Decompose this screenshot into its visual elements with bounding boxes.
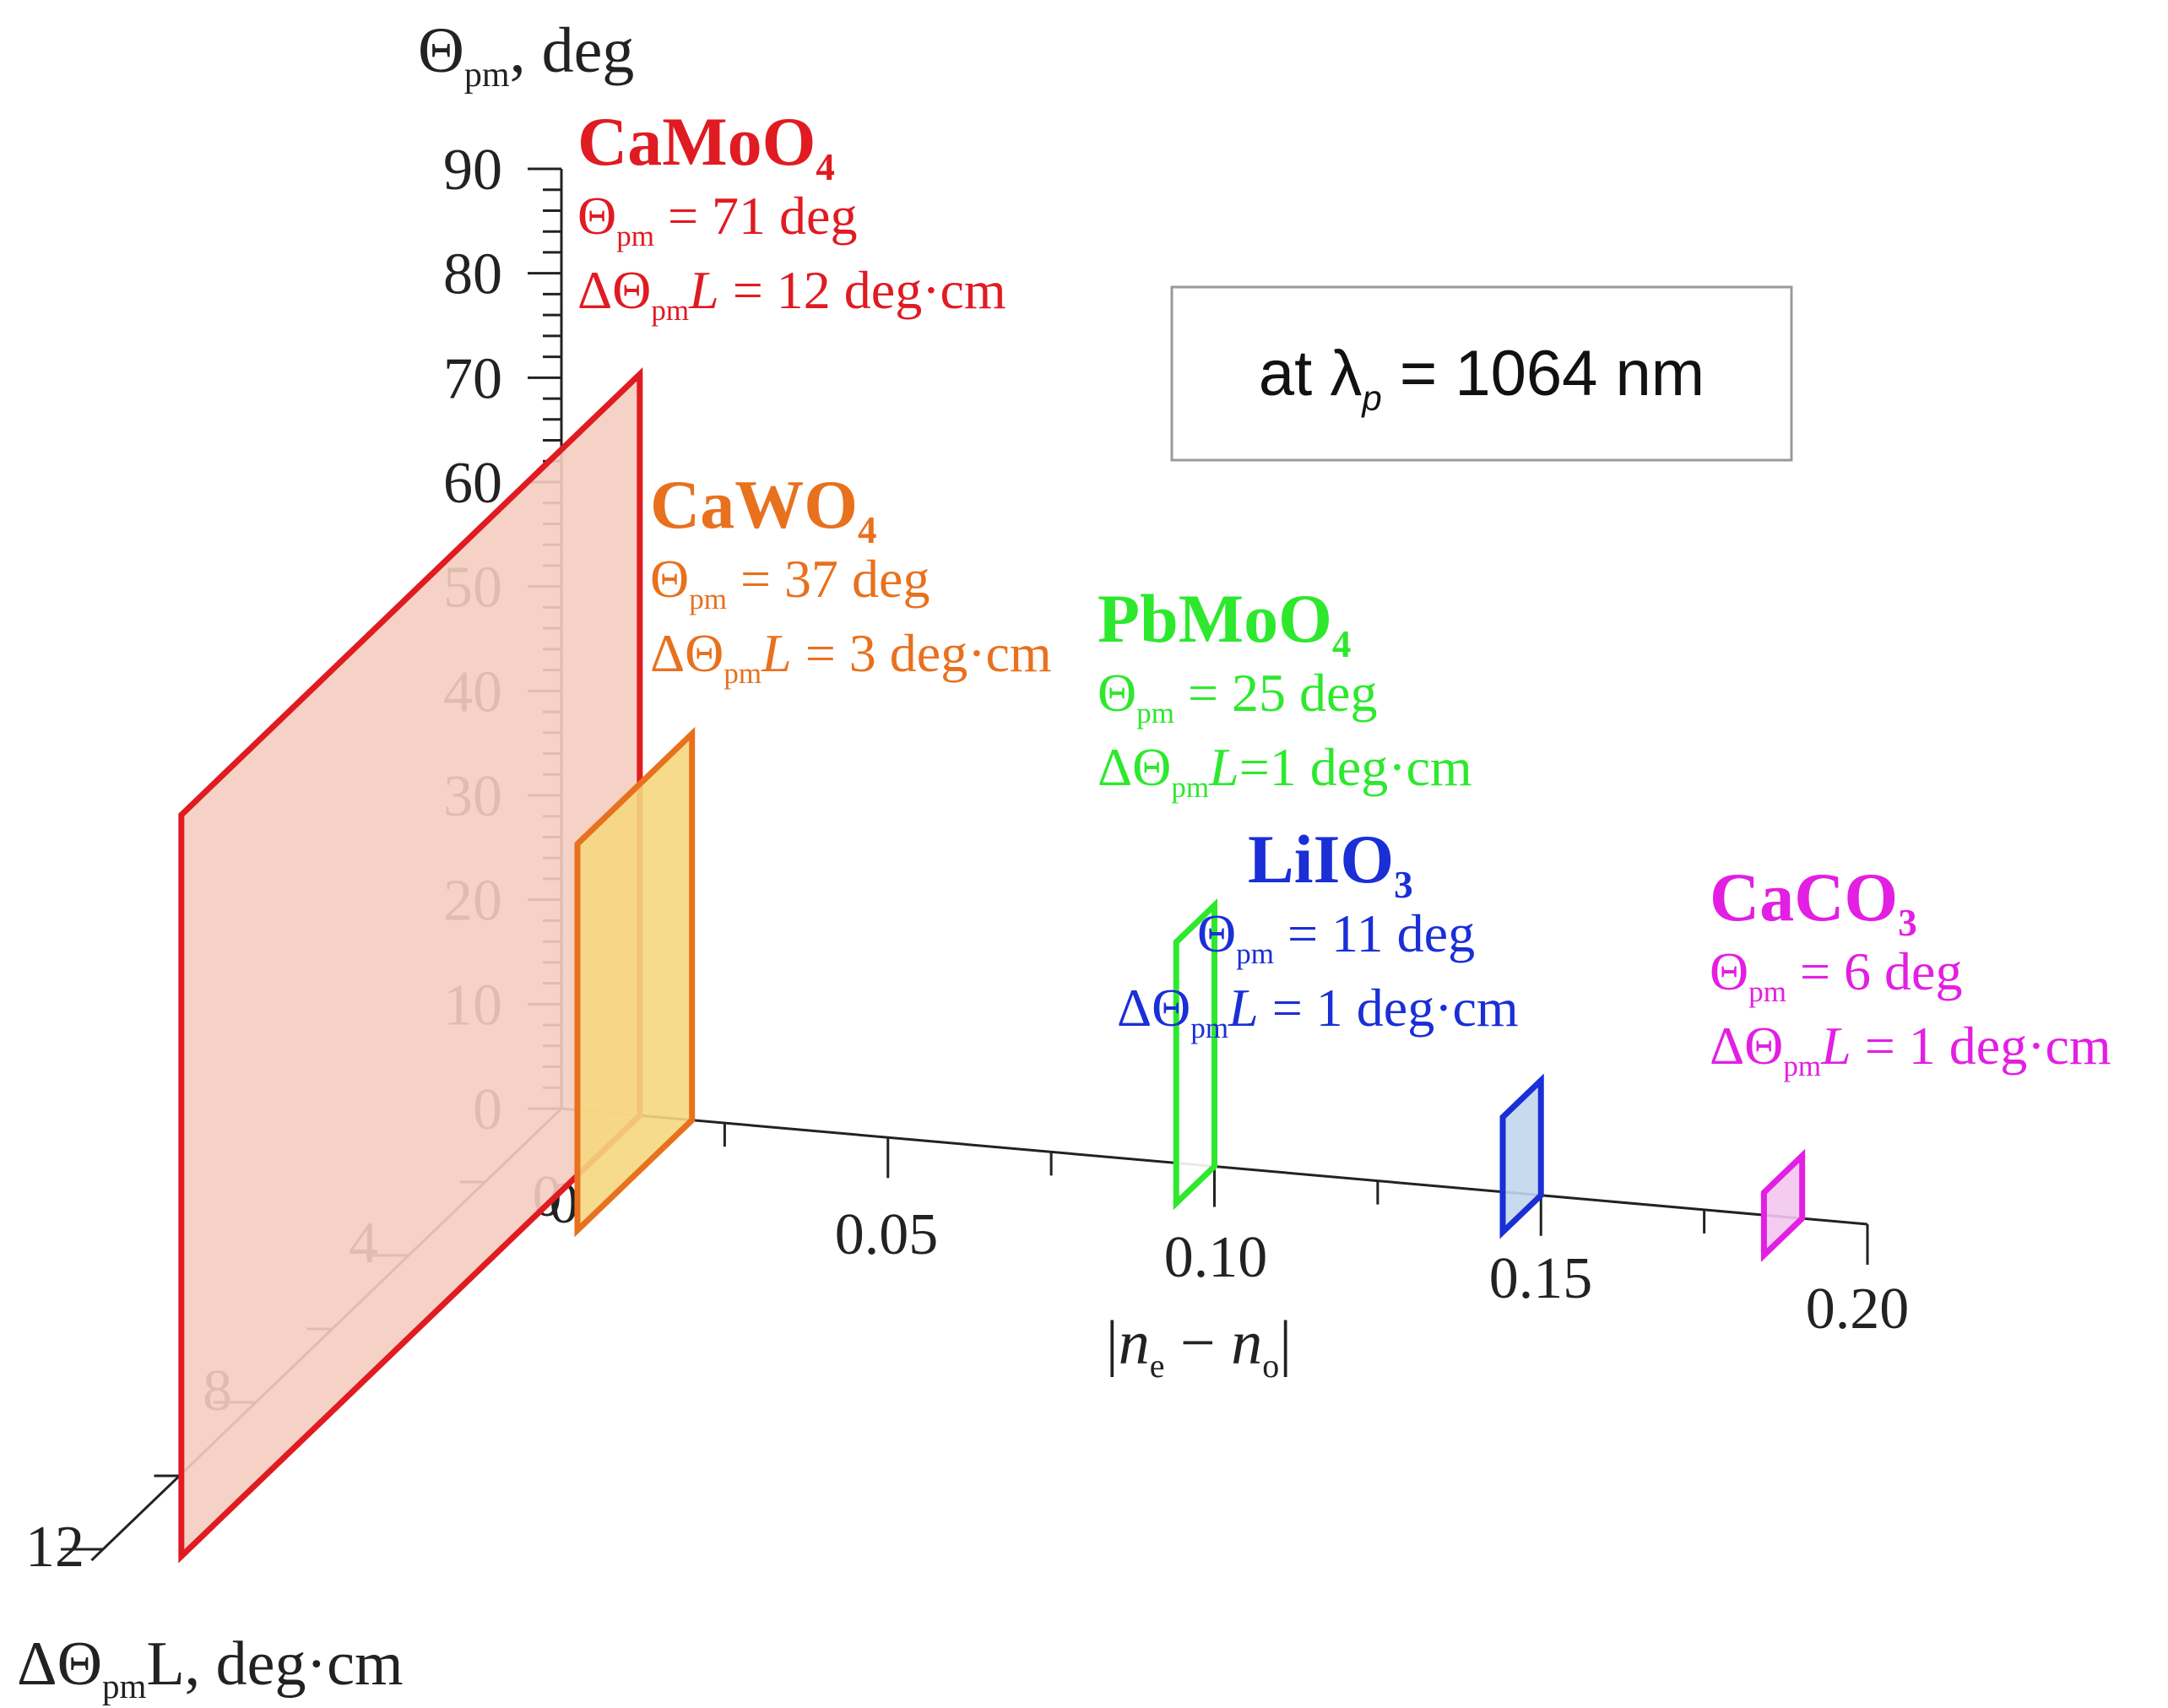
- subscript: pm: [724, 657, 762, 690]
- text-part: Θ: [1098, 663, 1136, 723]
- dtheta-label: ΔΘpmL = 1 deg·cm: [1117, 978, 1519, 1044]
- text-part: PbMoO: [1098, 580, 1332, 657]
- subscript: 4: [816, 146, 835, 188]
- text-part: Θ: [1197, 903, 1236, 963]
- text-part: L: [761, 623, 792, 683]
- text-part: Θ: [1710, 941, 1748, 1001]
- text-part: L: [1228, 978, 1259, 1038]
- text-part: ΔΘ: [17, 1629, 102, 1699]
- text-part: = 71 deg: [654, 186, 858, 246]
- text-part: Θ: [577, 186, 616, 246]
- text-part: L: [1208, 737, 1239, 797]
- subscript: e: [1150, 1347, 1165, 1385]
- subscript: pm: [464, 56, 510, 95]
- text-part: n: [1231, 1309, 1262, 1378]
- x-tick-label: 0.10: [1164, 1225, 1268, 1290]
- wavelength-label: at λp = 1064 nm: [1259, 338, 1705, 418]
- text-part: L, deg·cm: [146, 1629, 403, 1699]
- dtheta-label: ΔΘpmL=1 deg·cm: [1098, 737, 1472, 804]
- plane-liio3: [1499, 1073, 1544, 1239]
- text-part: = 37 deg: [727, 549, 930, 609]
- subscript: pm: [1171, 771, 1209, 804]
- text-part: ΔΘ: [577, 260, 651, 320]
- text-part: n: [1119, 1309, 1150, 1378]
- z-tick-label: 80: [443, 242, 502, 307]
- theta-pm-label: Θpm = 37 deg: [650, 549, 930, 615]
- crystal-name: CaWO4: [650, 466, 877, 551]
- subscript: pm: [102, 1667, 147, 1705]
- subscript: o: [1262, 1347, 1279, 1385]
- crystal-name: CaCO3: [1710, 859, 1917, 944]
- text-part: = 3 deg·cm: [792, 623, 1052, 683]
- text-part: at: [1259, 338, 1331, 409]
- text-part: λ: [1330, 338, 1362, 409]
- x-axis-title: |ne − no|: [1106, 1309, 1292, 1385]
- text-part: CaWO: [650, 466, 858, 543]
- crystal-planes: [178, 366, 1806, 1564]
- text-part: Θ: [418, 15, 464, 86]
- text-part: L: [688, 260, 719, 320]
- subscript: pm: [616, 220, 654, 252]
- subscript: pm: [1236, 937, 1274, 970]
- z-tick-label: 90: [443, 138, 502, 203]
- text-part: ΔΘ: [1117, 978, 1190, 1038]
- text-part: ΔΘ: [1710, 1016, 1783, 1076]
- dtheta-label: ΔΘpmL = 1 deg·cm: [1710, 1016, 2111, 1082]
- plane-cawo4: [574, 726, 696, 1238]
- wavelength-box: [1170, 285, 1793, 462]
- text-part: = 1064 nm: [1382, 338, 1705, 409]
- text-part: |: [1106, 1309, 1119, 1378]
- y-tick-label: 12: [25, 1515, 84, 1580]
- subscript: 3: [1394, 864, 1413, 906]
- text-part: ΔΘ: [1098, 737, 1171, 797]
- x-tick-label: 0.15: [1489, 1246, 1593, 1311]
- crystal-name: PbMoO4: [1098, 580, 1351, 665]
- text-part: |: [1279, 1309, 1292, 1378]
- text-part: = 12 deg·cm: [719, 260, 1006, 320]
- text-part: = 1 deg·cm: [1851, 1016, 2111, 1076]
- subscript: pm: [1190, 1011, 1228, 1044]
- text-part: =1 deg·cm: [1239, 737, 1472, 797]
- dtheta-label: ΔΘpmL = 12 deg·cm: [577, 260, 1006, 327]
- dtheta-label: ΔΘpmL = 3 deg·cm: [650, 623, 1052, 690]
- crystal-name: CaMoO4: [577, 103, 835, 188]
- x-tick-label: 0.05: [835, 1202, 939, 1267]
- crystal-name: LiIO3: [1248, 821, 1413, 906]
- plane-camoo4: [178, 366, 643, 1564]
- plane-pbmoo4: [1173, 898, 1217, 1211]
- subscript: 3: [1898, 902, 1917, 944]
- theta-pm-label: Θpm = 71 deg: [577, 186, 857, 252]
- text-part: = 1 deg·cm: [1259, 978, 1519, 1038]
- subscript: 4: [858, 509, 877, 551]
- text-part: CaCO: [1710, 859, 1898, 935]
- subscript: pm: [1748, 975, 1786, 1008]
- theta-pm-label: Θpm = 11 deg: [1197, 903, 1475, 970]
- text-part: L: [1820, 1016, 1851, 1076]
- text-part: , deg: [510, 15, 635, 86]
- plane-caco3: [1760, 1148, 1806, 1262]
- text-part: CaMoO: [577, 103, 816, 180]
- text-part: Θ: [650, 549, 689, 609]
- y-axis-title: ΔΘpmL, deg·cm: [17, 1629, 404, 1705]
- theta-pm-label: Θpm = 6 deg: [1710, 941, 1962, 1008]
- subscript: pm: [1136, 697, 1174, 729]
- subscript: 4: [1332, 623, 1352, 665]
- subscript: pm: [689, 583, 727, 615]
- theta-pm-label: Θpm = 25 deg: [1098, 663, 1377, 729]
- text-part: LiIO: [1248, 821, 1394, 897]
- text-part: = 6 deg: [1786, 941, 1963, 1001]
- subscript: pm: [651, 294, 689, 327]
- z-axis-title: Θpm, deg: [418, 15, 634, 95]
- x-tick-label: 0.20: [1806, 1277, 1910, 1342]
- z-tick-label: 70: [443, 346, 502, 411]
- subscript: pm: [1783, 1049, 1821, 1082]
- z-tick-label: 60: [443, 451, 502, 516]
- text-part: ΔΘ: [650, 623, 724, 683]
- text-part: = 25 deg: [1174, 663, 1378, 723]
- subscript: p: [1360, 378, 1381, 418]
- text-part: = 11 deg: [1274, 903, 1475, 963]
- text-part: −: [1165, 1309, 1232, 1378]
